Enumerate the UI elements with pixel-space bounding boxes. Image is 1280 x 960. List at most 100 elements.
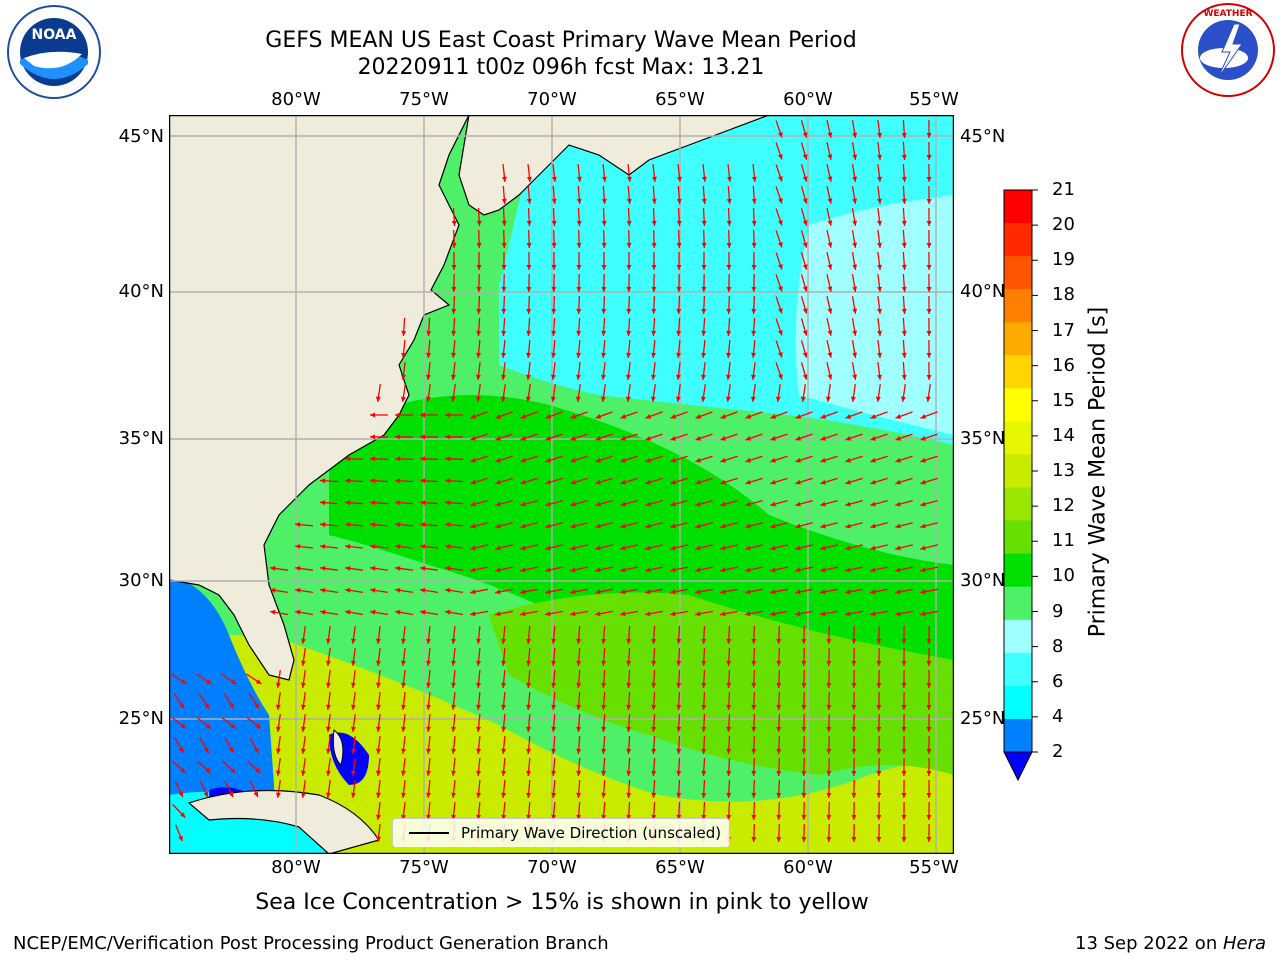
wave-arrow-head	[895, 523, 901, 529]
wave-arrow-head	[476, 220, 482, 226]
new-england-landmass	[458, 115, 770, 216]
wave-arrow-head	[451, 220, 457, 226]
wave-arrow-head	[326, 660, 331, 666]
wave-arrow-head	[180, 679, 187, 684]
wave-arrow-head	[695, 414, 702, 419]
wave-arrow-head	[570, 435, 576, 441]
wave-arrow-head	[526, 198, 532, 204]
wave-arrow-head	[701, 726, 707, 732]
wave-arrow-head	[820, 479, 826, 485]
wave-arrow-head	[445, 456, 451, 462]
wave-arrow-head	[395, 434, 400, 440]
wave-arrow-head	[701, 176, 707, 182]
wave-arrow-head	[720, 501, 726, 507]
wave-arrow-head	[770, 523, 776, 529]
wave-arrow-head	[551, 176, 557, 182]
wave-arrow-head	[395, 522, 401, 528]
wave-arrow-head	[470, 501, 476, 507]
wave-arrow-head	[776, 792, 782, 798]
wave-arrow-head	[770, 611, 776, 617]
wave-arrow-head	[726, 176, 732, 182]
wave-arrow-head	[877, 352, 882, 358]
wave-arrow-head	[801, 704, 807, 710]
colorbar-segment	[1004, 520, 1032, 555]
lat-label: 30°N	[960, 570, 1006, 591]
wave-arrow-head	[626, 660, 632, 666]
wave-arrow-head	[901, 352, 907, 358]
wave-arrow-head	[926, 375, 932, 380]
wave-arrow-head	[426, 748, 431, 754]
wave-arrow-head	[545, 479, 551, 485]
wave-arrow-head	[801, 638, 807, 644]
wave-arrow-head	[827, 264, 833, 270]
wave-arrow-head	[876, 837, 882, 842]
period-13s-zone	[169, 635, 954, 854]
wave-arrow-head	[926, 221, 932, 226]
wave-arrow-head	[720, 435, 726, 441]
wave-arrow-head	[520, 435, 526, 441]
wave-arrow-head	[376, 836, 381, 842]
wave-arrow-head	[701, 682, 707, 688]
wave-arrow-head	[901, 176, 907, 182]
wave-arrow-head	[601, 286, 607, 292]
wave-arrow-head	[601, 220, 607, 226]
wave-arrow-head	[601, 792, 607, 798]
wave-arrow-head	[777, 352, 783, 358]
wave-arrow-head	[670, 457, 676, 463]
wave-arrow-head	[520, 589, 526, 595]
wave-arrow-head	[777, 154, 783, 160]
wave-arrow-head	[205, 767, 211, 773]
wave-arrow-head	[901, 639, 907, 644]
wave-arrow-head	[770, 501, 776, 507]
wave-arrow-head	[570, 567, 576, 573]
wave-arrow-head	[520, 567, 526, 573]
wave-arrow-head	[751, 704, 757, 710]
wave-arrow-head	[901, 683, 907, 688]
colorbar-tick-label: 8	[1052, 635, 1064, 657]
wave-arrow-head	[852, 176, 858, 182]
wave-arrow-head	[301, 638, 306, 644]
wave-arrow-head	[851, 638, 857, 644]
colorbar-tick-label: 19	[1052, 249, 1075, 271]
wave-arrow-head	[776, 726, 782, 732]
wave-arrow-head	[876, 749, 882, 754]
wave-arrow-head	[827, 176, 833, 182]
lat-label: 25°N	[960, 708, 1006, 729]
wave-arrow-head	[476, 726, 482, 732]
wave-arrow-head	[470, 414, 477, 419]
wave-arrow-head	[501, 352, 507, 358]
wave-arrow-head	[551, 308, 557, 314]
wave-arrow-head	[845, 523, 851, 529]
wave-arrow-head	[770, 435, 776, 441]
colorbar-tick-label: 9	[1052, 600, 1064, 622]
wave-arrow-head	[820, 523, 826, 529]
wave-arrow-head	[802, 352, 808, 358]
colorbar-segment	[1004, 487, 1032, 522]
wave-arrow-head	[876, 771, 882, 776]
wave-arrow-head	[651, 242, 657, 248]
wave-arrow-head	[253, 791, 258, 798]
wave-arrow-head	[451, 308, 457, 314]
wave-arrow-head	[651, 352, 657, 358]
wave-arrow-head	[695, 567, 701, 573]
wave-arrow-head	[620, 523, 626, 529]
wave-arrow-head	[802, 154, 808, 160]
colorbar-extend-triangle	[1003, 751, 1033, 782]
wave-arrow-head	[826, 726, 832, 732]
lat-label: 45°N	[960, 126, 1006, 147]
wave-arrow-head	[545, 435, 551, 441]
wave-arrow-head	[576, 330, 582, 336]
wave-arrow-head	[255, 723, 262, 729]
wave-arrow-head	[676, 814, 682, 820]
wave-arrow-head	[645, 501, 651, 507]
wave-arrow-head	[870, 501, 876, 507]
colorbar-segment	[1004, 619, 1032, 654]
wave-arrow-head	[676, 176, 682, 182]
wave-arrow-head	[776, 836, 782, 842]
wave-arrow-head	[826, 638, 832, 644]
colorbar-tick-label: 2	[1052, 741, 1064, 762]
wave-arrow-head	[520, 523, 526, 529]
wave-arrow-head	[801, 836, 807, 842]
wave-arrow-head	[777, 264, 783, 270]
wave-arrow-head	[501, 814, 507, 820]
